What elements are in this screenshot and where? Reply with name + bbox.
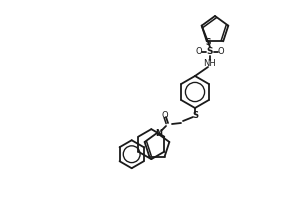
Text: S: S — [207, 47, 213, 56]
Text: N: N — [155, 129, 163, 138]
Text: O: O — [162, 110, 168, 119]
Text: O: O — [196, 47, 202, 56]
Text: S: S — [192, 110, 198, 119]
Text: S: S — [205, 38, 211, 47]
Text: O: O — [218, 47, 224, 56]
Text: NH: NH — [204, 60, 216, 68]
